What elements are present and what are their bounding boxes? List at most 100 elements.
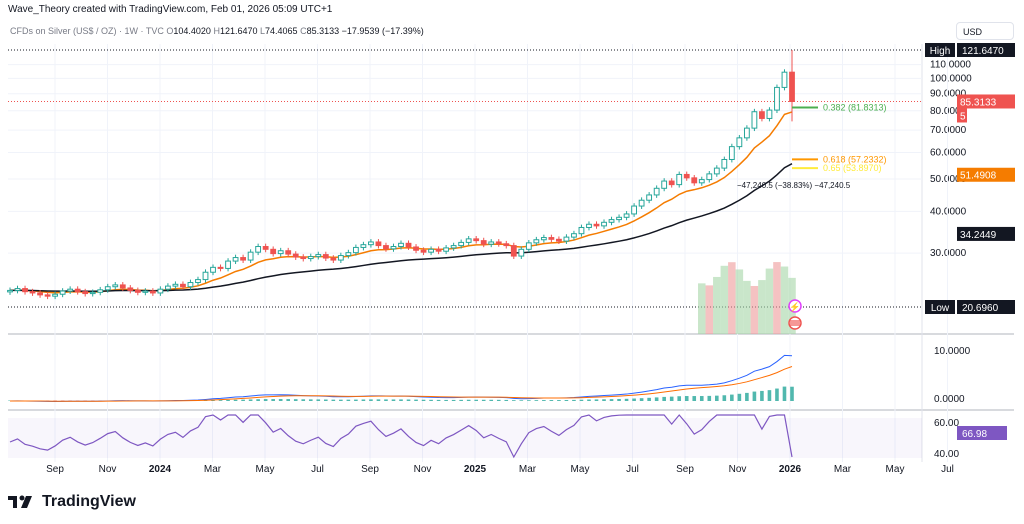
- zone-bar: [780, 266, 789, 334]
- macd-histogram-bar: [737, 393, 742, 401]
- time-tick-label: Sep: [46, 464, 64, 475]
- macd-histogram-bar: [707, 395, 712, 401]
- candle-body: [736, 137, 743, 148]
- event-icons[interactable]: ⚡: [788, 299, 802, 330]
- candle-body: [262, 246, 269, 250]
- candle-body: [187, 282, 194, 288]
- zone-bar: [758, 280, 766, 334]
- price-label-name: High: [930, 46, 951, 57]
- macd-histogram-bar: [346, 399, 351, 401]
- zone-bar: [728, 262, 736, 334]
- symbol-ohlc-legend: CFDs on Silver (US$ / OZ) · 1W · TVC O10…: [10, 26, 424, 36]
- low-label: L: [260, 26, 266, 36]
- rsi-line: [9, 414, 793, 459]
- price-label-tag: [925, 300, 955, 314]
- candle-body: [510, 245, 517, 257]
- macd-histogram-bar: [782, 386, 787, 401]
- ema-fast-line: [9, 111, 793, 294]
- candle-body: [398, 242, 404, 248]
- candle-body: [390, 246, 397, 250]
- price-tick-label: 90.0000: [930, 89, 967, 100]
- macd-histogram-bar: [278, 399, 283, 401]
- price-label-box: [957, 167, 1015, 182]
- candle-body: [616, 216, 622, 221]
- candle-body: [759, 111, 765, 119]
- zone-bar: [765, 268, 774, 334]
- rsi-band: [8, 418, 922, 458]
- fib-level-label: 0.382 (81.8313): [823, 103, 887, 113]
- candle-body: [277, 250, 284, 255]
- measure-label: −47,240.5 (−38.83%) −47,240.5: [737, 181, 851, 190]
- candle-body: [601, 221, 607, 227]
- zone-bar: [750, 285, 759, 334]
- price-label-value: 34.2449: [960, 230, 997, 241]
- close-value: 85.3133: [306, 26, 340, 36]
- open-value: 104.4020: [173, 26, 211, 36]
- macd-histogram-bar: [421, 399, 426, 401]
- macd-histogram-bar: [256, 399, 260, 401]
- macd-histogram-bar: [579, 399, 584, 401]
- macd-histogram-bar: [429, 399, 433, 401]
- candle-body: [352, 246, 359, 254]
- macd-histogram-bar: [466, 399, 471, 401]
- candle-body: [307, 256, 314, 260]
- macd-histogram-bar: [587, 399, 591, 401]
- candle-body: [22, 288, 28, 293]
- candle-body: [728, 146, 735, 160]
- flag-stripes: [790, 320, 800, 326]
- candle-body: [495, 241, 502, 245]
- candle-body: [232, 257, 239, 262]
- price-tick-label: 60.0000: [930, 148, 967, 159]
- price-label-value: 20.6960: [962, 303, 999, 314]
- macd-histogram-bar: [241, 399, 245, 401]
- macd-histogram-bar: [354, 399, 358, 401]
- candle-body: [247, 251, 254, 261]
- zone-bar: [735, 269, 744, 334]
- candle-body: [428, 248, 434, 253]
- price-tick-label: 30.0000: [930, 248, 967, 259]
- macd-histogram-bar: [662, 396, 666, 401]
- macd-histogram-bar: [684, 396, 689, 401]
- candle-body: [74, 288, 81, 293]
- price-tick-label: 110.0000: [930, 60, 971, 71]
- candle-body: [383, 245, 389, 250]
- macd-histogram-bar: [436, 399, 441, 401]
- candle-body: [82, 291, 89, 295]
- price-chart[interactable]: 110.0000 100.0000 90.0000 80.0000 70.0000 60.…: [0, 0, 1024, 490]
- macd-histogram-bar: [790, 386, 794, 401]
- time-tick-label: Mar: [834, 464, 852, 475]
- time-tick-label: May: [256, 464, 275, 475]
- candle-body: [315, 254, 322, 258]
- time-tick-label: Mar: [519, 464, 537, 475]
- candle-body: [488, 241, 495, 245]
- macd-histogram-bar: [399, 399, 403, 401]
- macd-histogram-bar: [496, 399, 501, 401]
- change-value: −17.9539 (−17.39%): [341, 26, 424, 36]
- zone-bar: [720, 265, 729, 334]
- rsi-tick-label: 60.00: [934, 418, 959, 429]
- candle-body: [112, 284, 119, 288]
- macd-histogram-bar: [361, 399, 366, 401]
- candle-body: [89, 291, 96, 295]
- candle-body: [104, 286, 111, 291]
- candle-body: [292, 253, 299, 258]
- candle-body: [691, 177, 698, 184]
- candle-body: [435, 248, 442, 252]
- candle-body: [368, 241, 374, 246]
- macd-histogram-bar: [692, 396, 697, 401]
- high-label: H: [213, 26, 220, 36]
- candle-body: [586, 223, 592, 228]
- zone-bar: [773, 262, 781, 334]
- candle-body: [540, 237, 547, 241]
- tradingview-logo[interactable]: TradingView: [8, 493, 136, 511]
- macd-histogram-bar: [474, 399, 478, 401]
- macd-histogram-bar: [414, 399, 418, 401]
- price-label-box: [957, 94, 1015, 109]
- dividend-icon[interactable]: [788, 299, 802, 313]
- currency-button[interactable]: USD: [956, 22, 1014, 40]
- macd-tick-label: 0.0000: [934, 394, 965, 405]
- candle-body: [661, 180, 668, 189]
- rsi-value-label: 66.98: [962, 429, 987, 440]
- candle-body: [337, 255, 344, 261]
- candle-body: [67, 288, 74, 292]
